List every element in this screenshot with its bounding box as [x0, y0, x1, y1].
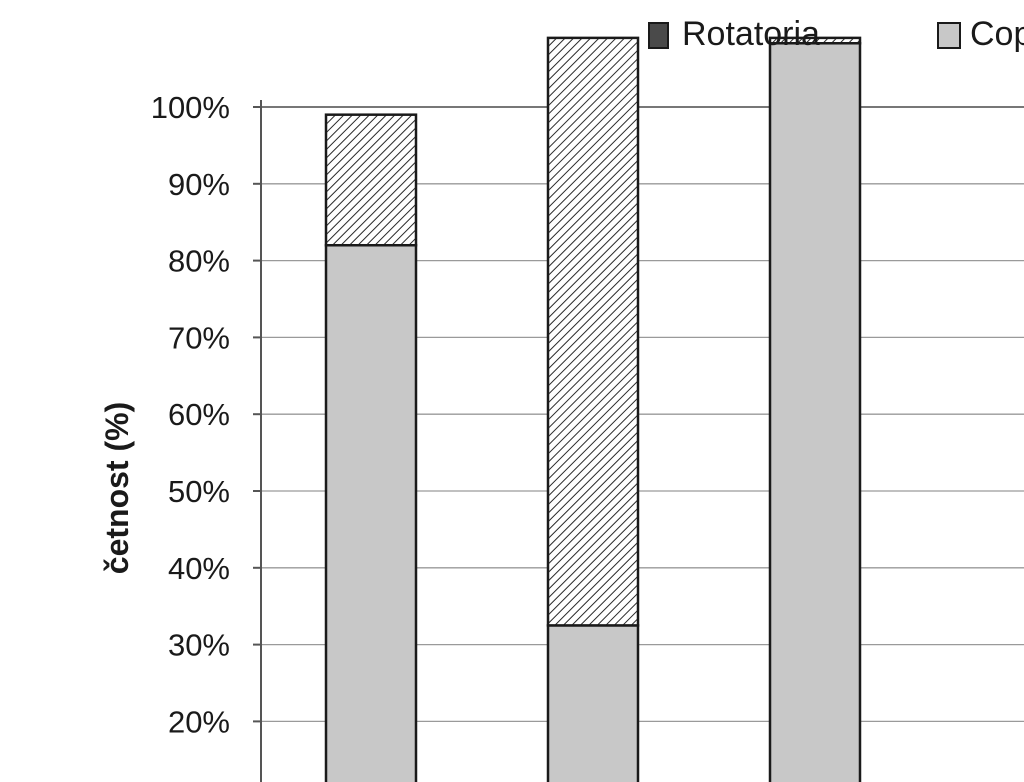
bar-segment-cop-3: [768, 42, 862, 782]
y-tick-label: 100%: [151, 90, 230, 125]
y-tick-label: 70%: [168, 320, 230, 355]
y-tick-label: 40%: [168, 551, 230, 586]
bar-segment-cop-1: [324, 243, 418, 782]
y-tick-label: 30%: [168, 628, 230, 663]
y-tick-label: 60%: [168, 397, 230, 432]
legend-swatch-cop: [937, 22, 961, 49]
y-axis-title: četnost (%): [99, 402, 135, 574]
y-tick-label: 20%: [168, 704, 230, 739]
y-tick-label: 80%: [168, 244, 230, 279]
legend-swatch-rotatoria: [648, 22, 669, 49]
bar-segment-hatched-3: [768, 36, 862, 45]
bars: [324, 36, 862, 782]
bar-segment-cop-2: [546, 624, 640, 782]
y-tick-label: 90%: [168, 167, 230, 202]
y-tick-label: 50%: [168, 474, 230, 509]
bar-segment-hatched-2: [546, 36, 640, 627]
legend: Rotatoria Cop: [648, 15, 1024, 53]
y-tick-labels: 20% 30% 40% 50% 60% 70% 80% 90% 100%: [151, 90, 230, 739]
legend-label-cop: Cop: [970, 15, 1024, 53]
bar-segment-hatched-1: [324, 113, 418, 247]
legend-label-rotatoria: Rotatoria: [682, 15, 820, 53]
